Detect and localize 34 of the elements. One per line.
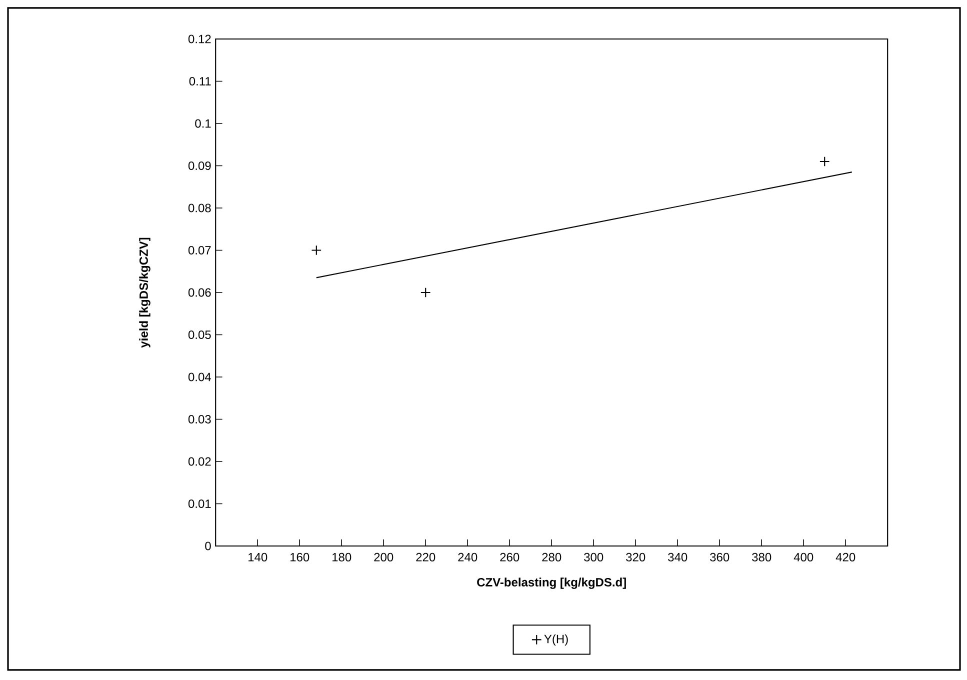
x-tick-label: 420 bbox=[836, 552, 856, 562]
x-tick-label: 180 bbox=[332, 552, 352, 562]
point bbox=[311, 245, 322, 256]
y-tick-label: 0.04 bbox=[188, 372, 211, 382]
y-tick-label: 0 bbox=[205, 542, 211, 550]
y-tick-label: 0.08 bbox=[188, 204, 211, 212]
y-tick-label: 0.07 bbox=[188, 246, 211, 254]
x-tick-label: 260 bbox=[500, 552, 520, 562]
point bbox=[420, 287, 431, 298]
y-tick-label: 0.11 bbox=[189, 76, 211, 86]
y-tick-label: 0.09 bbox=[188, 161, 211, 170]
legend-label: Y(H) bbox=[544, 634, 568, 646]
y-tick-label: 0.06 bbox=[188, 288, 211, 297]
x-tick-label: 300 bbox=[584, 552, 604, 562]
point bbox=[819, 156, 830, 167]
x-axis-title: CZV-belasting [kg/kgDS.d] bbox=[477, 578, 626, 589]
x-tick-label: 280 bbox=[542, 552, 562, 562]
x-tick-label: 200 bbox=[374, 552, 394, 562]
x-tick-label: 160 bbox=[290, 552, 310, 562]
y-tick-label: 0.02 bbox=[188, 457, 211, 466]
y-tick-label: 0.01 bbox=[188, 499, 211, 508]
y-tick-label: 0.05 bbox=[188, 330, 211, 339]
x-tick-label: 140 bbox=[248, 552, 268, 562]
y-tick-label: 0.03 bbox=[188, 414, 211, 424]
y-axis-title: yield [kgDS/kgCZV] bbox=[139, 238, 150, 348]
x-tick-label: 240 bbox=[458, 552, 478, 562]
x-tick-label: 220 bbox=[416, 552, 436, 562]
y-tick-label: 0.12 bbox=[188, 34, 211, 44]
x-tick-label: 320 bbox=[626, 552, 646, 562]
x-tick-label: 380 bbox=[752, 552, 772, 562]
x-tick-label: 400 bbox=[794, 552, 814, 562]
y-tick-label: 0.1 bbox=[195, 119, 211, 128]
x-tick-label: 360 bbox=[710, 552, 730, 562]
x-tick-label: 340 bbox=[668, 552, 688, 562]
